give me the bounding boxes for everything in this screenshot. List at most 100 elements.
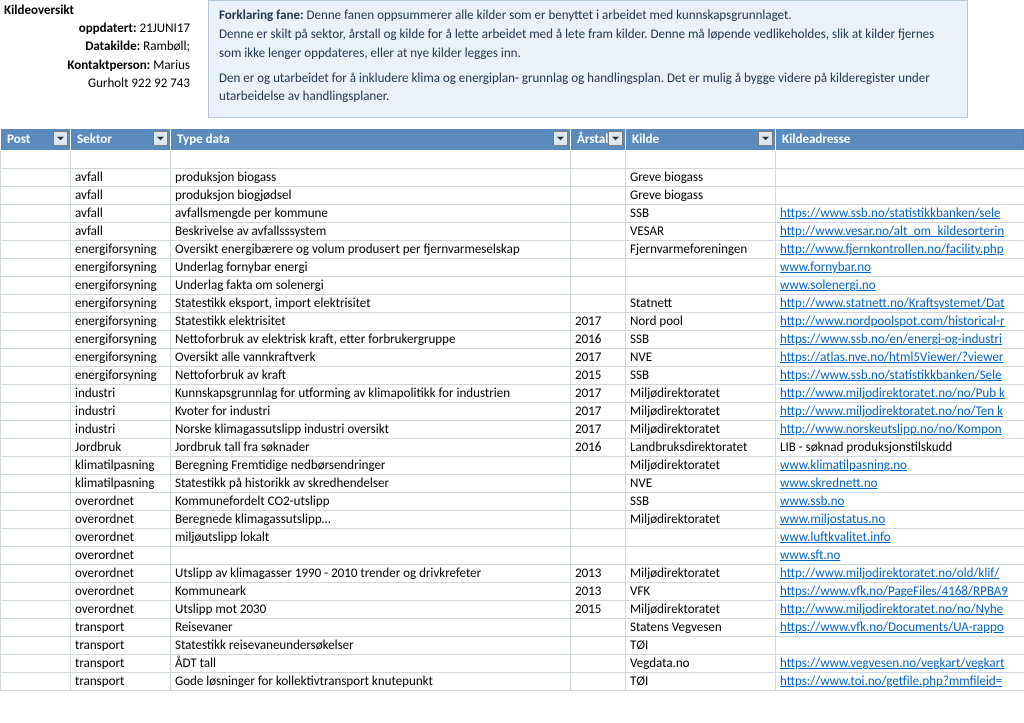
col-header-adresse[interactable]: Kildeadresse <box>776 129 1024 151</box>
source-link[interactable]: www.sft.no <box>780 548 840 563</box>
source-link[interactable]: http://www.statnett.no/Kraftsystemet/Dat <box>780 296 1005 311</box>
cell-adresse: https://www.ssb.no/statistikkbanken/sele <box>776 205 1024 223</box>
table-row: transportStatestikk reisevaneundersøkels… <box>1 637 1024 655</box>
kontakt-line2: Gurholt 922 92 743 <box>88 76 190 91</box>
col-header-sektor[interactable]: Sektor <box>71 129 171 151</box>
source-link[interactable]: http://www.miljodirektoratet.no/no/Nyhe <box>780 602 1003 617</box>
table-row: industriNorske klimagassutslipp industri… <box>1 421 1024 439</box>
cell-kilde: Vegdata.no <box>626 655 776 673</box>
cell-post <box>1 673 71 691</box>
col-header-kilde-label: Kilde <box>632 132 659 147</box>
cell-type: Underlag fakta om solenergi <box>171 277 571 295</box>
source-link[interactable]: https://atlas.nve.no/html5Viewer/?viewer <box>780 350 1003 365</box>
cell-adresse: http://www.miljodirektoratet.no/old/klif… <box>776 565 1024 583</box>
cell-sektor: energiforsyning <box>71 313 171 331</box>
table-row: energiforsyningStatestikk elektrisitet20… <box>1 313 1024 331</box>
source-link[interactable]: http://www.miljodirektoratet.no/old/klif… <box>780 566 999 581</box>
cell-kilde <box>626 151 776 169</box>
cell-kilde: Fjernvarmeforeningen <box>626 241 776 259</box>
source-link[interactable]: https://www.ssb.no/en/energi-og-industri <box>780 332 1002 347</box>
source-link[interactable]: http://www.fjernkontrollen.no/facility.p… <box>780 242 1004 257</box>
source-link[interactable]: www.miljostatus.no <box>780 512 885 527</box>
source-link[interactable]: https://www.vegvesen.no/vegkart/vegkart <box>780 656 1004 671</box>
table-row: overordnet www.sft.no <box>1 547 1024 565</box>
cell-sektor: energiforsyning <box>71 241 171 259</box>
cell-sektor: overordnet <box>71 547 171 565</box>
updated-value: 21JUNI17 <box>139 21 190 36</box>
source-link[interactable]: www.ssb.no <box>780 494 844 509</box>
source-link[interactable]: http://www.nordpoolspot.com/historical-r <box>780 314 1005 329</box>
table-row: industriKunnskapsgrunnlag for utforming … <box>1 385 1024 403</box>
cell-sektor: klimatilpasning <box>71 457 171 475</box>
cell-post <box>1 349 71 367</box>
cell-post <box>1 223 71 241</box>
cell-arstall <box>571 475 626 493</box>
cell-post <box>1 403 71 421</box>
cell-arstall: 2017 <box>571 403 626 421</box>
cell-adresse: http://www.statnett.no/Kraftsystemet/Dat <box>776 295 1024 313</box>
datakilde-label: Datakilde: <box>85 39 140 54</box>
col-header-kilde[interactable]: Kilde <box>626 129 776 151</box>
cell-sektor: energiforsyning <box>71 331 171 349</box>
cell-adresse: https://www.ssb.no/statistikkbanken/Sele <box>776 367 1024 385</box>
source-link[interactable]: www.fornybar.no <box>780 260 871 275</box>
col-header-type[interactable]: Type data <box>171 129 571 151</box>
source-link[interactable]: http://www.norskeutslipp.no/no/Kompon <box>780 422 1002 437</box>
cell-arstall <box>571 457 626 475</box>
table-row: transportReisevanerStatens Vegvesenhttps… <box>1 619 1024 637</box>
cell-type: Norske klimagassutslipp industri oversik… <box>171 421 571 439</box>
cell-sektor: overordnet <box>71 583 171 601</box>
cell-type: produksjon biogass <box>171 169 571 187</box>
table-row: energiforsyningOversikt energibærere og … <box>1 241 1024 259</box>
cell-post <box>1 529 71 547</box>
source-link[interactable]: www.luftkvalitet.info <box>780 530 891 545</box>
cell-type: Gode løsninger for kollektivtransport kn… <box>171 673 571 691</box>
cell-post <box>1 277 71 295</box>
source-link[interactable]: http://www.vesar.no/alt_om_kildesorterin <box>780 224 1004 239</box>
table-row: energiforsyningOversikt alle vannkraftve… <box>1 349 1024 367</box>
cell-kilde: Miljødirektoratet <box>626 565 776 583</box>
cell-kilde: Landbruksdirektoratet <box>626 439 776 457</box>
table-row: JordbrukJordbruk tall fra søknader2016La… <box>1 439 1024 457</box>
cell-adresse: http://www.miljodirektoratet.no/no/Nyhe <box>776 601 1024 619</box>
datakilde-value: Rambøll; <box>143 39 190 54</box>
source-link[interactable]: www.solenergi.no <box>780 278 876 293</box>
cell-kilde <box>626 277 776 295</box>
source-link[interactable]: http://www.miljodirektoratet.no/no/Pub k <box>780 386 1005 401</box>
desc-p2: Denne er skilt på sektor, årstall og kil… <box>219 26 957 64</box>
filter-icon[interactable] <box>758 131 773 146</box>
filter-icon[interactable] <box>153 131 168 146</box>
cell-adresse: https://atlas.nve.no/html5Viewer/?viewer <box>776 349 1024 367</box>
col-header-arstall[interactable]: Årstall <box>571 129 626 151</box>
col-header-arstall-label: Årstall <box>577 132 612 147</box>
source-link[interactable]: https://www.vfk.no/PageFiles/4168/RPBA9 <box>780 584 1008 599</box>
source-link[interactable]: http://www.miljodirektoratet.no/no/Ten k <box>780 404 1003 419</box>
cell-adresse: www.fornybar.no <box>776 259 1024 277</box>
cell-type: Underlag fornybar energi <box>171 259 571 277</box>
cell-kilde: Nord pool <box>626 313 776 331</box>
cell-post <box>1 367 71 385</box>
filter-icon[interactable] <box>608 131 623 146</box>
filter-icon[interactable] <box>53 131 68 146</box>
description-box: Forklaring fane: Denne fanen oppsummerer… <box>208 0 968 118</box>
cell-adresse: www.klimatilpasning.no <box>776 457 1024 475</box>
cell-post <box>1 511 71 529</box>
source-link[interactable]: www.skrednett.no <box>780 476 878 491</box>
cell-sektor: energiforsyning <box>71 277 171 295</box>
table-row: energiforsyningUnderlag fakta om solener… <box>1 277 1024 295</box>
cell-arstall: 2017 <box>571 349 626 367</box>
source-link[interactable]: https://www.toi.no/getfile.php?mmfileid= <box>780 674 1002 689</box>
filter-icon[interactable] <box>553 131 568 146</box>
cell-type: Nettoforbruk av kraft <box>171 367 571 385</box>
source-link[interactable]: www.klimatilpasning.no <box>780 458 907 473</box>
cell-kilde: Greve biogass <box>626 187 776 205</box>
col-header-type-label: Type data <box>177 132 230 147</box>
cell-post <box>1 601 71 619</box>
cell-adresse <box>776 637 1024 655</box>
cell-sektor: avfall <box>71 169 171 187</box>
source-link[interactable]: https://www.ssb.no/statistikkbanken/Sele <box>780 368 1002 383</box>
source-link[interactable]: https://www.ssb.no/statistikkbanken/sele <box>780 206 1000 221</box>
source-link[interactable]: https://www.vfk.no/Documents/UA-rappo <box>780 620 1004 635</box>
cell-arstall <box>571 511 626 529</box>
col-header-post[interactable]: Post <box>1 129 71 151</box>
